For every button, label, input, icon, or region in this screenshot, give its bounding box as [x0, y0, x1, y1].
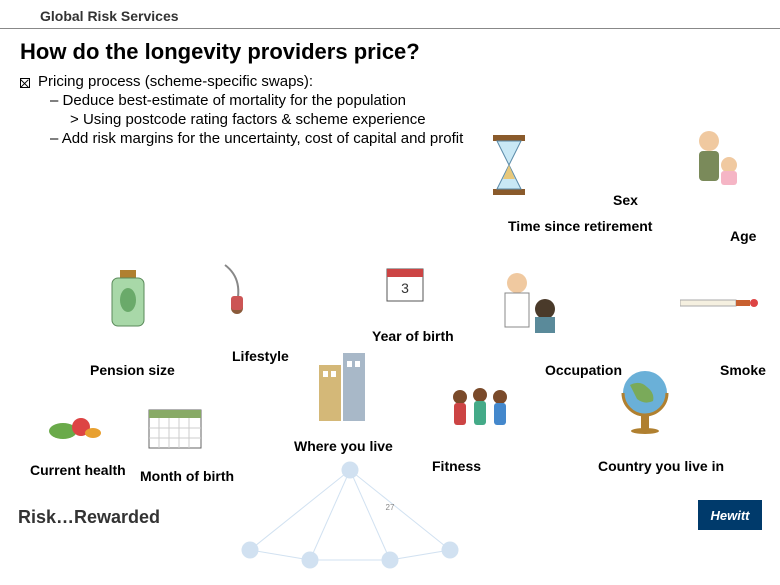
bullet-sub-a1: Using postcode rating factors & scheme e…: [20, 111, 760, 128]
grandparent-icon: [680, 120, 750, 200]
jar-icon: [100, 260, 155, 340]
vegetables-icon: [40, 400, 110, 450]
factor-yob: Year of birth: [372, 328, 454, 344]
bungee-icon: [210, 255, 270, 325]
factor-lifestyle: Lifestyle: [232, 348, 289, 364]
hourglass-icon: [484, 130, 534, 200]
month-calendar-icon: [140, 400, 210, 455]
factor-age: Age: [730, 228, 756, 244]
cigarette-icon: [680, 290, 760, 315]
slide-title: How do the longevity providers price?: [0, 29, 780, 73]
company-name: Global Risk Services: [40, 8, 179, 24]
factor-smoke: Smoke: [720, 362, 766, 378]
content-area: Pricing process (scheme-specific swaps):…: [0, 73, 780, 147]
bullet-sub-a: Deduce best-estimate of mortality for th…: [20, 92, 760, 109]
footer-tagline: Risk…Rewarded: [18, 507, 160, 528]
factor-pension: Pension size: [90, 362, 175, 378]
background-network-icon: [220, 460, 480, 580]
bullet-icon: [20, 78, 30, 88]
hewitt-logo: Hewitt: [698, 500, 762, 530]
bullet-main-text: Pricing process (scheme-specific swaps):: [38, 73, 313, 90]
doctor-icon: [490, 260, 570, 340]
bullet-main: Pricing process (scheme-specific swaps):: [20, 73, 760, 90]
factor-time: Time since retirement: [508, 218, 652, 234]
buildings-icon: [310, 340, 380, 430]
calendar-icon: 3: [380, 258, 430, 308]
factor-occupation: Occupation: [545, 362, 622, 378]
factor-sex: Sex: [613, 192, 638, 208]
header: Global Risk Services: [0, 0, 780, 29]
bullet-sub-b: Add risk margins for the uncertainty, co…: [20, 130, 760, 147]
svg-text:3: 3: [401, 280, 409, 296]
factor-country: Country you live in: [598, 458, 724, 474]
people-icon: [440, 380, 520, 440]
page-number: 27: [386, 503, 395, 512]
factor-health: Current health: [30, 462, 126, 478]
factor-where: Where you live: [294, 438, 393, 454]
